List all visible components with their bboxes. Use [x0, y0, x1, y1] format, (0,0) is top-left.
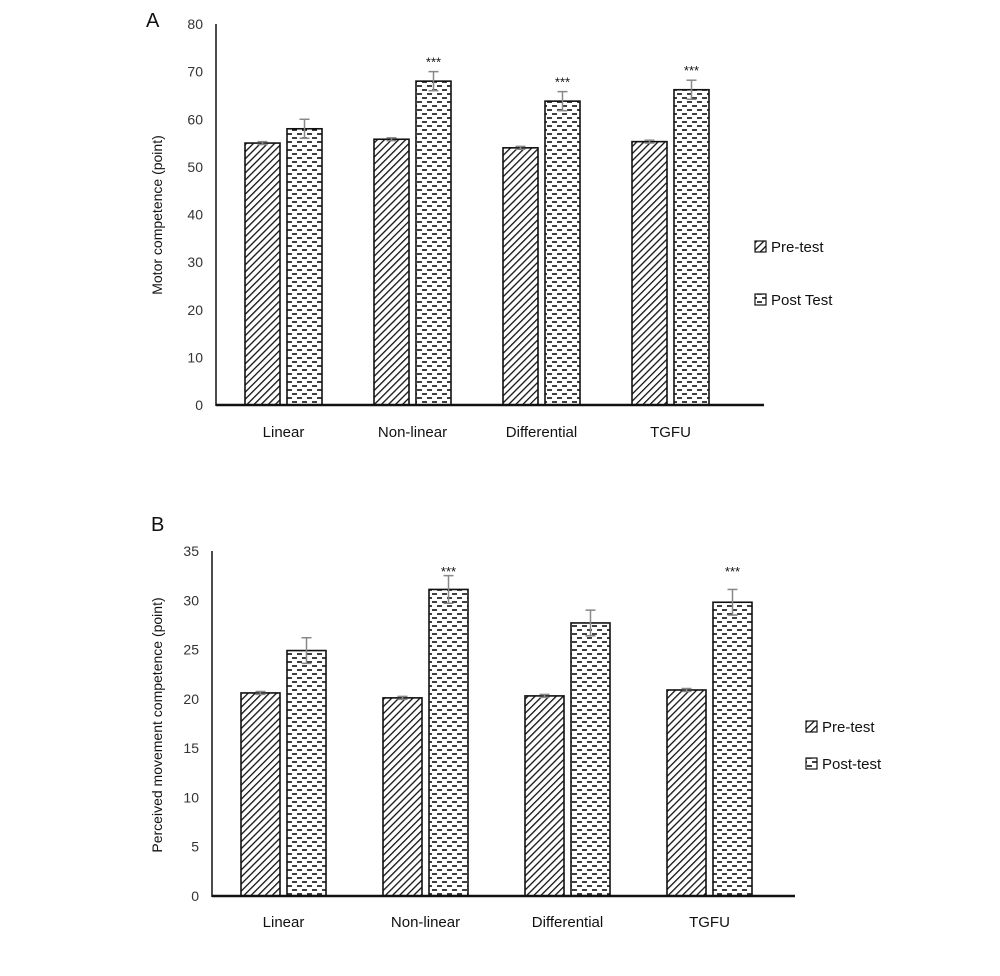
legend-label: Pre-test: [822, 719, 875, 736]
legend: Pre-test Post Test: [754, 239, 833, 309]
bar: [631, 140, 668, 406]
error-bar: [727, 588, 738, 616]
y-tick-label: 50: [187, 159, 203, 175]
bar: [570, 622, 611, 897]
error-bars: [255, 574, 738, 701]
y-tick-label: 5: [191, 839, 199, 855]
x-tick-label: Non-linear: [378, 424, 447, 441]
y-ticks: 0 10 20 30 40 50 60 70 80: [187, 16, 203, 413]
error-bar: [257, 140, 268, 146]
bar: [415, 80, 452, 406]
chart-motor-competence: A Motor competence (point) 0 10 20 30 40 50 60…: [146, 10, 833, 441]
y-tick-label: 0: [191, 888, 199, 904]
y-tick-label: 35: [183, 543, 199, 559]
bars: [240, 588, 753, 897]
y-tick-label: 70: [187, 64, 203, 80]
y-axis-label: Motor competence (point): [149, 135, 165, 295]
bars: [244, 80, 710, 406]
error-bar: [515, 145, 526, 151]
error-bar: [539, 693, 550, 699]
chart-perceived-movement-competence: B Perceived movement competence (point) …: [149, 514, 882, 931]
x-tick-label: TGFU: [689, 914, 730, 931]
x-tick-label: Differential: [532, 914, 603, 931]
panel-label: B: [151, 514, 164, 536]
x-tick-label: TGFU: [650, 424, 691, 441]
y-tick-label: 30: [183, 592, 199, 608]
error-bars: [257, 70, 697, 151]
bar: [373, 138, 410, 406]
y-ticks: 0 5 10 15 20 25 30 35: [183, 543, 199, 904]
error-bar: [443, 574, 454, 604]
legend-swatch: [754, 240, 767, 253]
error-bar: [301, 636, 312, 665]
y-tick-label: 0: [195, 397, 203, 413]
error-bar: [386, 137, 397, 142]
error-bar: [299, 118, 310, 140]
legend-swatch: [805, 720, 818, 733]
y-tick-label: 10: [183, 789, 199, 805]
error-bar: [681, 687, 692, 693]
error-bar: [585, 609, 596, 637]
error-bar: [686, 79, 697, 100]
bar: [673, 88, 710, 406]
y-tick-label: 20: [187, 302, 203, 318]
x-tick-label: Non-linear: [391, 914, 460, 931]
bar: [240, 692, 281, 897]
x-tick-label: Linear: [263, 424, 305, 441]
y-tick-label: 10: [187, 349, 203, 365]
y-tick-label: 40: [187, 207, 203, 223]
legend: Pre-test Post-test: [805, 719, 882, 773]
y-tick-label: 30: [187, 254, 203, 270]
significance-markers: *** ***: [441, 564, 740, 579]
significance-marker: ***: [441, 564, 456, 579]
legend-label: Post-test: [822, 756, 882, 773]
bar: [428, 588, 469, 897]
legend-item: Post Test: [754, 292, 833, 309]
bar: [666, 689, 707, 897]
y-tick-label: 20: [183, 691, 199, 707]
legend-swatch: [805, 757, 818, 770]
significance-marker: ***: [725, 564, 740, 579]
x-tick-labels: Linear Non-linear Differential TGFU: [263, 424, 691, 441]
x-tick-label: Differential: [506, 424, 577, 441]
significance-markers: *** *** ***: [426, 55, 699, 90]
significance-marker: ***: [555, 75, 570, 90]
y-tick-label: 60: [187, 111, 203, 127]
bar: [544, 100, 581, 406]
error-bar: [557, 90, 568, 112]
legend-item: Post-test: [805, 756, 882, 773]
bar: [244, 142, 281, 406]
legend-item: Pre-test: [805, 719, 875, 736]
panel-label: A: [146, 10, 160, 32]
y-tick-label: 15: [183, 740, 199, 756]
error-bar: [397, 695, 408, 701]
legend-label: Pre-test: [771, 239, 824, 256]
x-tick-labels: Linear Non-linear Differential TGFU: [263, 914, 730, 931]
legend-label: Post Test: [771, 292, 833, 309]
significance-marker: ***: [684, 63, 699, 78]
y-tick-label: 25: [183, 642, 199, 658]
error-bar: [255, 690, 266, 696]
bar: [712, 601, 753, 897]
y-tick-label: 80: [187, 16, 203, 32]
bar: [382, 697, 423, 897]
bar: [286, 649, 327, 897]
bar: [286, 127, 323, 406]
bar: [502, 147, 539, 406]
legend-swatch: [754, 293, 767, 306]
error-bar: [644, 139, 655, 144]
error-bar: [428, 70, 439, 92]
y-axis-label: Perceived movement competence (point): [149, 597, 165, 852]
significance-marker: ***: [426, 55, 441, 70]
legend-item: Pre-test: [754, 239, 824, 256]
bar: [524, 695, 565, 897]
x-tick-label: Linear: [263, 914, 305, 931]
